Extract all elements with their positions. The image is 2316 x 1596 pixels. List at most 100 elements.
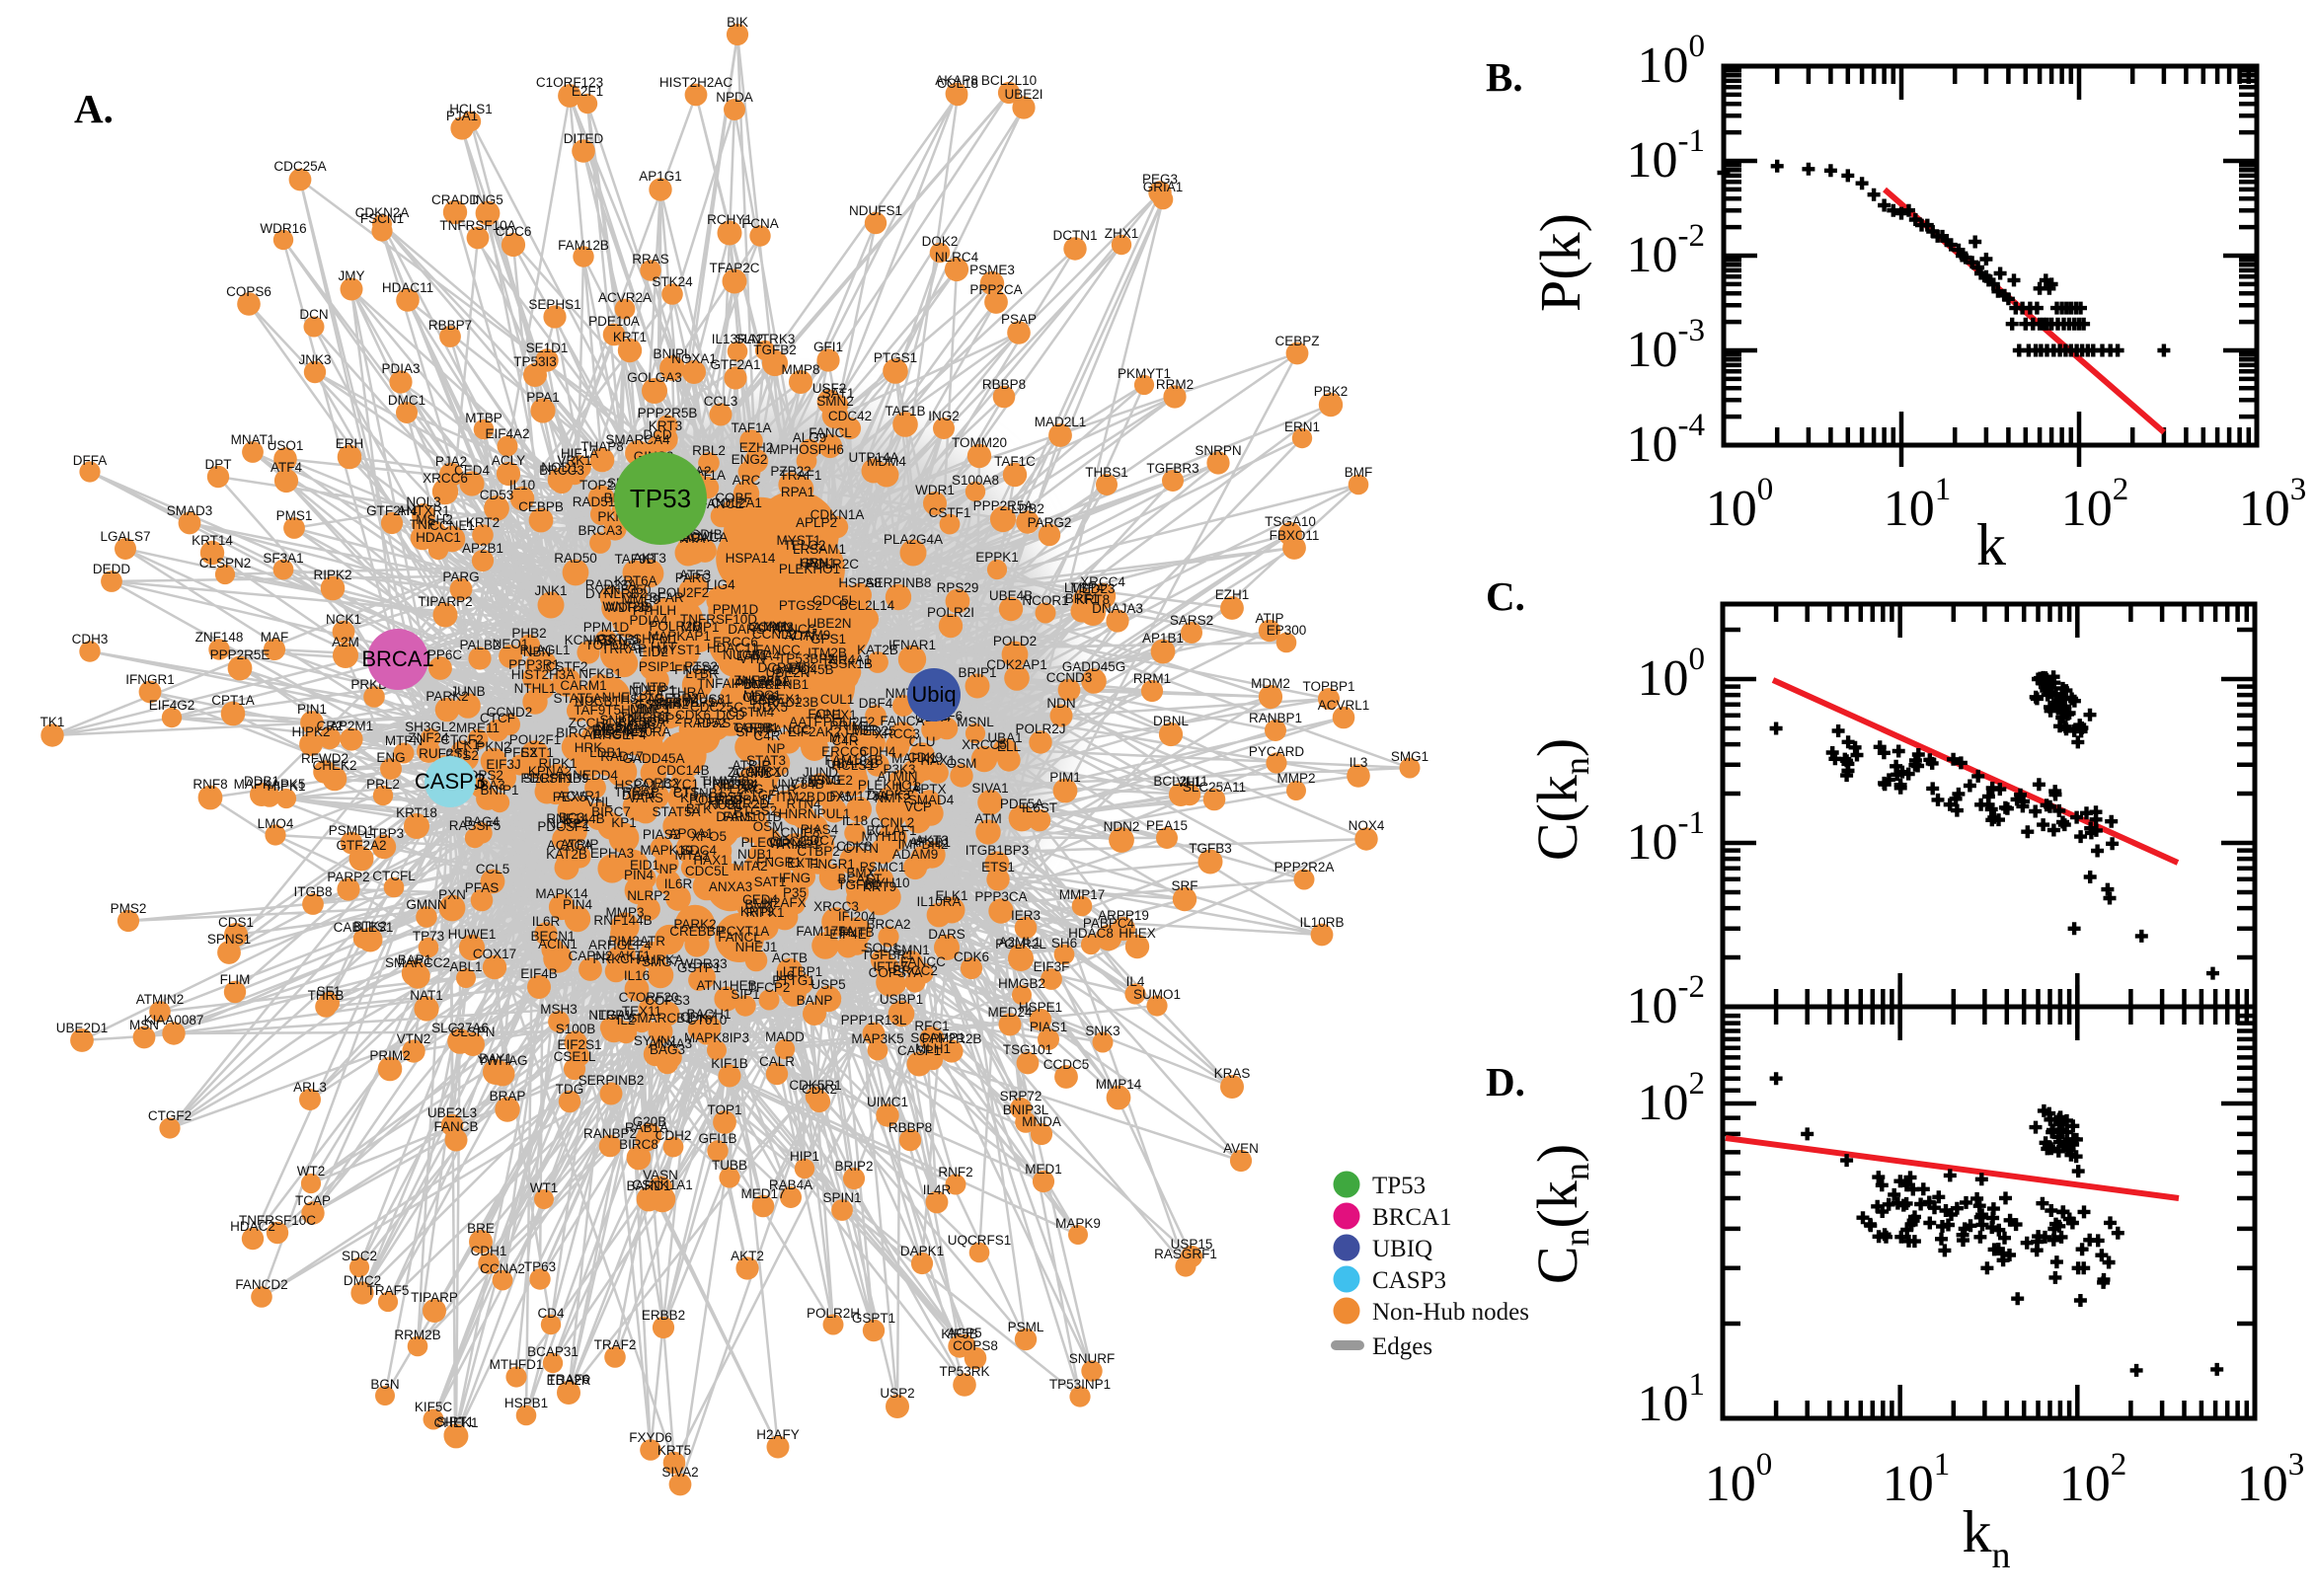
svg-text:UIMC1: UIMC1 — [867, 1095, 908, 1109]
svg-text:FANCL: FANCL — [809, 425, 852, 440]
svg-text:CREBBP: CREBBP — [669, 924, 725, 939]
svg-text:RFC1: RFC1 — [914, 1019, 949, 1033]
svg-text:PPP2R3: PPP2R3 — [703, 777, 754, 792]
svg-text:IL6R: IL6R — [532, 914, 561, 929]
svg-text:MAPK11: MAPK11 — [737, 674, 789, 689]
svg-text:THAP8: THAP8 — [580, 439, 624, 454]
svg-text:KRT10: KRT10 — [680, 791, 722, 805]
svg-text:EID2: EID2 — [592, 723, 622, 738]
svg-text:WRN: WRN — [769, 836, 801, 851]
svg-text:COPS3: COPS3 — [645, 993, 690, 1008]
svg-text:PIN1: PIN1 — [297, 702, 327, 717]
svg-text:ITM2B: ITM2B — [776, 790, 815, 804]
svg-text:MMP9: MMP9 — [621, 592, 659, 607]
svg-text:POLR2B: POLR2B — [649, 619, 701, 634]
svg-text:XRCC3: XRCC3 — [813, 899, 859, 914]
svg-text:NEDD4: NEDD4 — [713, 777, 758, 792]
svg-text:BNIP1: BNIP1 — [480, 783, 518, 798]
svg-text:USO1: USO1 — [268, 438, 304, 453]
svg-text:MED24: MED24 — [987, 1005, 1033, 1020]
svg-text:CPT1A: CPT1A — [211, 693, 255, 708]
svg-text:AP1G1: AP1G1 — [639, 169, 682, 184]
svg-text:GFI1B: GFI1B — [698, 1131, 736, 1146]
svg-text:GTF2A1: GTF2A1 — [710, 357, 760, 372]
svg-text:DPT: DPT — [205, 457, 232, 472]
svg-text:DARS: DARS — [728, 622, 765, 637]
svg-text:CDC7: CDC7 — [801, 833, 837, 848]
svg-text:UBIQ: UBIQ — [1372, 1236, 1432, 1262]
svg-text:MED25: MED25 — [851, 723, 895, 738]
svg-text:ERCC6: ERCC6 — [713, 635, 758, 649]
svg-text:MED1: MED1 — [1025, 1162, 1062, 1177]
svg-text:BRCA1: BRCA1 — [361, 646, 433, 671]
svg-text:CARM1: CARM1 — [560, 678, 606, 693]
svg-text:TFAP2C: TFAP2C — [709, 261, 759, 275]
svg-text:MYST1: MYST1 — [656, 643, 701, 657]
svg-text:MTA2: MTA2 — [733, 859, 767, 874]
svg-text:RANBP1: RANBP1 — [1249, 711, 1302, 725]
svg-text:PXN: PXN — [438, 887, 466, 902]
svg-text:BCAP31: BCAP31 — [527, 1344, 579, 1359]
svg-text:SEPHS1: SEPHS1 — [528, 297, 580, 312]
svg-text:JNK1: JNK1 — [534, 583, 567, 598]
svg-text:BTK2: BTK2 — [353, 919, 387, 934]
svg-text:103: 103 — [2239, 472, 2307, 537]
svg-text:NLRC4: NLRC4 — [935, 250, 979, 265]
svg-text:AP2B1: AP2B1 — [462, 541, 503, 556]
svg-text:ITM2B: ITM2B — [808, 646, 847, 660]
svg-text:CTBP2: CTBP2 — [797, 844, 840, 859]
svg-text:PIM2: PIM2 — [608, 934, 640, 949]
svg-text:MYH10: MYH10 — [861, 829, 905, 844]
svg-text:FNGR1: FNGR1 — [756, 855, 802, 870]
svg-text:TAF1B: TAF1B — [885, 404, 925, 418]
svg-text:TOP2A: TOP2A — [579, 478, 623, 493]
svg-text:MAPK1: MAPK1 — [891, 751, 937, 766]
svg-text:VTN: VTN — [739, 651, 766, 666]
svg-text:HRK: HRK — [575, 740, 603, 755]
svg-text:HAX1: HAX1 — [920, 753, 955, 768]
svg-text:PMS1: PMS1 — [276, 508, 313, 523]
svg-text:JMY: JMY — [339, 268, 365, 283]
svg-text:RNF8: RNF8 — [193, 777, 227, 792]
svg-text:TNFRSF10A: TNFRSF10A — [439, 218, 515, 233]
svg-text:EIF2S1: EIF2S1 — [557, 1037, 601, 1052]
svg-text:PARG: PARG — [442, 570, 479, 584]
svg-text:PEG3: PEG3 — [1142, 172, 1178, 187]
svg-text:COPB2: COPB2 — [748, 620, 794, 635]
svg-text:DARS: DARS — [928, 927, 965, 942]
svg-text:CDK7: CDK7 — [680, 1010, 716, 1025]
svg-text:FAM101B: FAM101B — [723, 809, 781, 824]
svg-text:PPP6C: PPP6C — [419, 647, 463, 662]
svg-text:BCL2L10: BCL2L10 — [981, 73, 1037, 88]
svg-text:GFI1: GFI1 — [813, 340, 843, 354]
svg-text:ELK1: ELK1 — [935, 888, 967, 903]
svg-text:ZNF148: ZNF148 — [195, 630, 244, 645]
svg-text:COL2A1: COL2A1 — [711, 495, 762, 510]
svg-text:SDC4: SDC4 — [681, 843, 718, 858]
svg-text:RBBP7: RBBP7 — [428, 318, 472, 333]
svg-text:MAPK9: MAPK9 — [1055, 1216, 1101, 1231]
svg-text:ANXA3: ANXA3 — [649, 1036, 692, 1051]
svg-text:TP53: TP53 — [1372, 1173, 1426, 1199]
svg-text:HUWE1: HUWE1 — [448, 927, 497, 942]
svg-text:MAP3K5: MAP3K5 — [851, 1031, 903, 1046]
svg-text:COPS8: COPS8 — [953, 1338, 998, 1353]
svg-text:SHFM1: SHFM1 — [633, 632, 678, 646]
svg-text:FAM175A: FAM175A — [665, 695, 724, 710]
svg-text:S100A8: S100A8 — [952, 473, 999, 488]
svg-text:TGFBR1: TGFBR1 — [861, 948, 913, 962]
svg-text:GRIA1: GRIA1 — [1143, 180, 1184, 194]
svg-text:DMC1: DMC1 — [743, 677, 781, 692]
svg-text:CCL5: CCL5 — [476, 862, 510, 876]
svg-text:CDKN2A: CDKN2A — [355, 205, 410, 220]
svg-text:SRP72: SRP72 — [1000, 1089, 1042, 1103]
svg-text:FNGR2: FNGR2 — [674, 662, 720, 677]
svg-text:IL2: IL2 — [617, 1013, 636, 1027]
svg-text:CDS1: CDS1 — [218, 915, 254, 930]
svg-text:HDAC11: HDAC11 — [382, 280, 433, 295]
svg-text:GSPT1: GSPT1 — [852, 1311, 895, 1326]
svg-text:BANP: BANP — [797, 993, 833, 1008]
svg-text:PPM1D: PPM1D — [713, 602, 759, 617]
svg-text:KRT14: KRT14 — [192, 533, 233, 548]
svg-text:HSPA1L: HSPA1L — [725, 793, 775, 807]
